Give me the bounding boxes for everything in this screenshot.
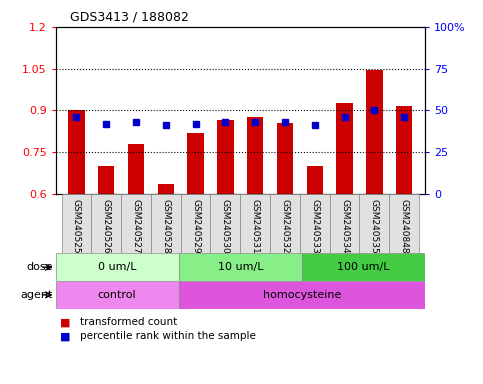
Bar — [121, 194, 151, 253]
Text: GSM240532: GSM240532 — [281, 199, 289, 253]
Text: GDS3413 / 188082: GDS3413 / 188082 — [70, 10, 189, 23]
Bar — [270, 194, 300, 253]
Bar — [300, 194, 330, 253]
Text: dose: dose — [27, 262, 53, 272]
Text: GSM240529: GSM240529 — [191, 199, 200, 253]
Bar — [157, 184, 174, 194]
Bar — [241, 194, 270, 253]
Text: GSM240531: GSM240531 — [251, 199, 260, 253]
Bar — [68, 111, 85, 194]
Bar — [389, 194, 419, 253]
Text: ■: ■ — [60, 331, 71, 341]
Text: GSM240530: GSM240530 — [221, 199, 230, 253]
Text: homocysteine: homocysteine — [263, 290, 341, 300]
Bar — [128, 144, 144, 194]
Bar — [151, 194, 181, 253]
Bar — [396, 106, 412, 194]
Text: 0 um/L: 0 um/L — [98, 262, 136, 272]
Text: GSM240526: GSM240526 — [102, 199, 111, 253]
Bar — [179, 253, 302, 281]
Text: transformed count: transformed count — [80, 317, 177, 327]
Text: GSM240533: GSM240533 — [310, 199, 319, 253]
Text: GSM240848: GSM240848 — [399, 199, 409, 253]
Bar — [247, 118, 263, 194]
Bar — [187, 133, 204, 194]
Bar — [277, 123, 293, 194]
Text: agent: agent — [21, 290, 53, 300]
Text: ■: ■ — [60, 317, 71, 327]
Bar — [56, 281, 179, 309]
Text: GSM240534: GSM240534 — [340, 199, 349, 253]
Bar — [61, 194, 91, 253]
Text: GSM240528: GSM240528 — [161, 199, 170, 253]
Text: control: control — [98, 290, 136, 300]
Text: GSM240535: GSM240535 — [370, 199, 379, 253]
Bar — [91, 194, 121, 253]
Bar — [98, 166, 114, 194]
Bar — [366, 70, 383, 194]
Bar — [56, 253, 179, 281]
Bar — [336, 103, 353, 194]
Bar — [211, 194, 241, 253]
Bar — [302, 253, 425, 281]
Bar — [181, 194, 211, 253]
Text: GSM240527: GSM240527 — [131, 199, 141, 253]
Bar — [307, 166, 323, 194]
Bar — [179, 281, 425, 309]
Text: percentile rank within the sample: percentile rank within the sample — [80, 331, 256, 341]
Bar — [330, 194, 359, 253]
Bar — [359, 194, 389, 253]
Bar — [217, 120, 234, 194]
Text: GSM240525: GSM240525 — [72, 199, 81, 253]
Text: 10 um/L: 10 um/L — [217, 262, 263, 272]
Text: 100 um/L: 100 um/L — [337, 262, 390, 272]
